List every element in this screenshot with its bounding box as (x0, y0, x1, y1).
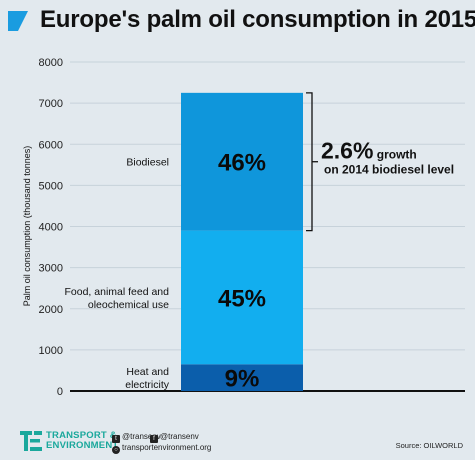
chart: 0 1000 2000 3000 4000 5000 6000 7000 8000 Palm o… (22, 57, 465, 398)
transport-environment-logo-icon (20, 431, 42, 451)
facebook-handle-text: @transenv (160, 432, 199, 441)
website-text: transportenvironment.org (122, 443, 212, 452)
logo-line-2: ENVIRONMENT (46, 440, 119, 451)
growth-annotation-line-2: on 2014 biodiesel level (324, 163, 454, 177)
twitter-handle[interactable]: t @transenv (112, 432, 161, 443)
segment-percent-label: 45% (218, 285, 266, 312)
chart-title: Europe's palm oil consumption in 2015 (40, 6, 475, 33)
y-axis-label: Palm oil consumption (thousand tonnes) (22, 146, 32, 307)
y-tick-label: 2000 (39, 304, 63, 316)
source-note: Source: OILWORLD (395, 441, 463, 450)
y-tick-label: 3000 (39, 263, 63, 275)
twitter-handle-text: @transenv (122, 432, 161, 441)
logo-text: TRANSPORT & ENVIRONMENT (46, 431, 118, 451)
bar-segment (181, 92, 303, 231)
segment-category-label: electricity (125, 379, 170, 391)
segment-category-label: Heat and (126, 366, 169, 378)
y-tick-label: 0 (57, 386, 63, 398)
facebook-handle[interactable]: f @transenv (150, 432, 199, 443)
growth-annotation-line-1: 2.6% growth (321, 138, 417, 164)
y-tick-label: 8000 (39, 57, 63, 69)
segment-category-label: oleochemical use (88, 299, 169, 311)
segment-category-label: Biodiesel (126, 157, 169, 169)
segment-percent-label: 46% (218, 150, 266, 177)
stacked-bar (181, 92, 303, 391)
bar-segment (181, 230, 303, 365)
twitter-icon: t (112, 435, 120, 443)
facebook-icon: f (150, 435, 158, 443)
y-tick-label: 4000 (39, 222, 63, 234)
segment-percent-label: 9% (225, 366, 260, 393)
y-tick-label: 7000 (39, 98, 63, 110)
y-tick-label: 1000 (39, 345, 63, 357)
globe-icon: ○ (112, 446, 120, 454)
growth-bracket (306, 92, 313, 232)
bar-segment (181, 364, 303, 391)
segment-category-label: Food, animal feed and (65, 286, 170, 298)
y-tick-label: 5000 (39, 180, 63, 192)
y-tick-labels: 0 1000 2000 3000 4000 5000 6000 7000 8000 (39, 57, 63, 398)
y-tick-label: 6000 (39, 139, 63, 151)
title-mark-icon (8, 11, 28, 31)
footer: TRANSPORT & ENVIRONMENT t @transenv f @tra… (0, 428, 475, 460)
website-link[interactable]: ○ transportenvironment.org (112, 443, 211, 454)
logo-line-1: TRANSPORT & (46, 430, 117, 441)
